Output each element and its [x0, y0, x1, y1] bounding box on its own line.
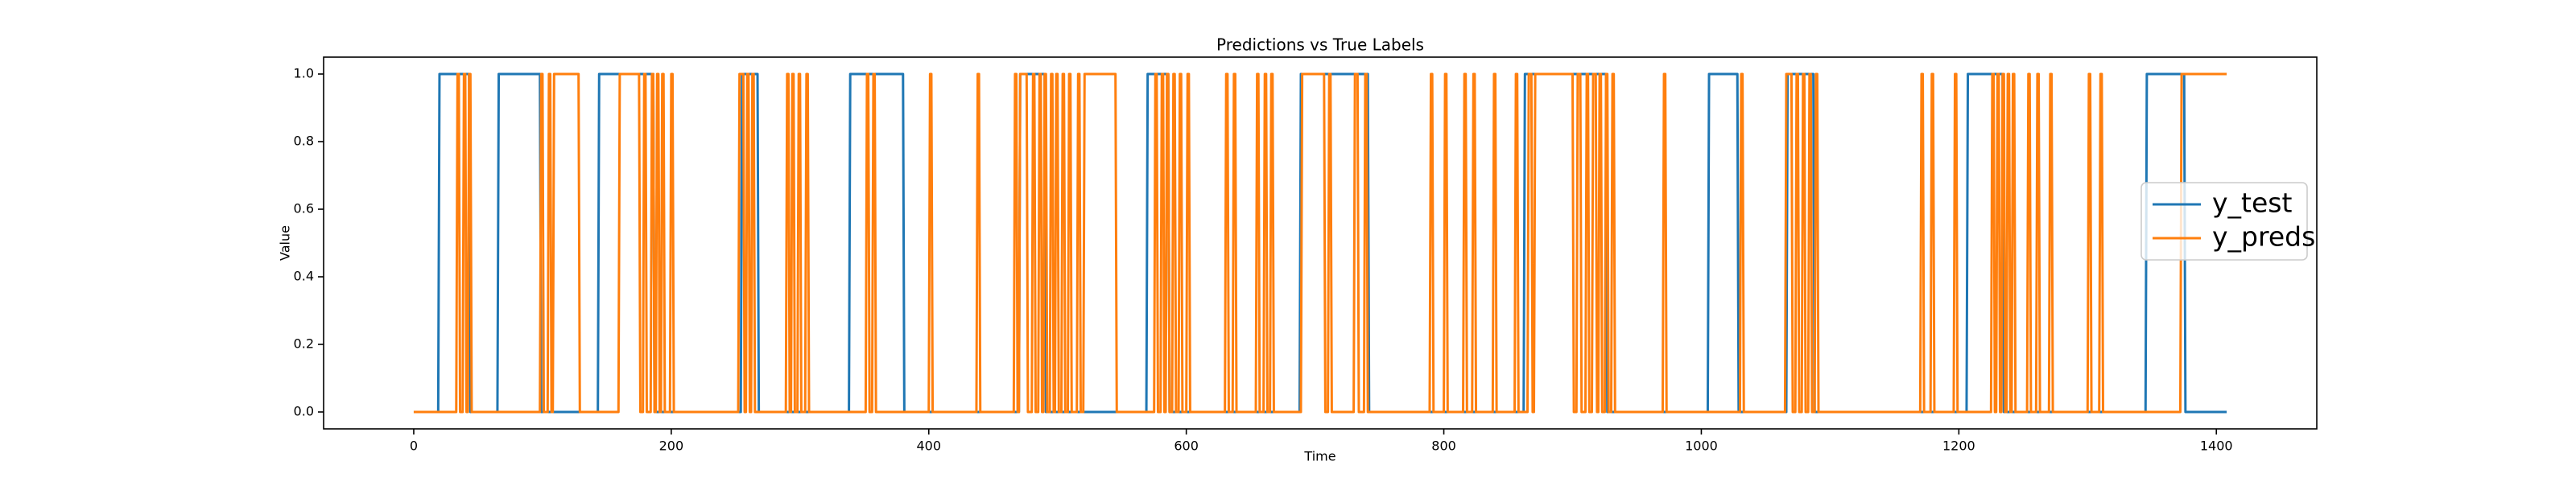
x-tick-label: 1200	[1942, 439, 1975, 454]
y-tick-label: 0.0	[294, 404, 314, 419]
x-tick-label: 800	[1431, 439, 1456, 454]
x-tick-label: 400	[916, 439, 941, 454]
y-tick-label: 0.2	[294, 336, 314, 352]
y-tick-label: 0.6	[294, 201, 314, 216]
legend-label: y_preds	[2212, 221, 2315, 253]
x-tick-label: 1000	[1685, 439, 1718, 454]
plot-frame	[323, 56, 2318, 430]
legend-box	[2140, 182, 2308, 261]
series-line	[413, 72, 2227, 414]
legend-label: y_test	[2212, 187, 2292, 219]
y-tick-label: 0.4	[294, 269, 314, 284]
chart-title: Predictions vs True Labels	[1216, 35, 1424, 55]
y-tick-label: 1.0	[294, 66, 314, 81]
x-tick-label: 1400	[2200, 439, 2233, 454]
y-tick-label: 0.8	[294, 134, 314, 149]
x-tick-label: 600	[1174, 439, 1199, 454]
x-axis-label: Time	[1303, 449, 1335, 464]
y-axis-label: Value	[278, 225, 293, 261]
x-tick-label: 0	[410, 439, 418, 454]
x-tick-label: 200	[659, 439, 684, 454]
